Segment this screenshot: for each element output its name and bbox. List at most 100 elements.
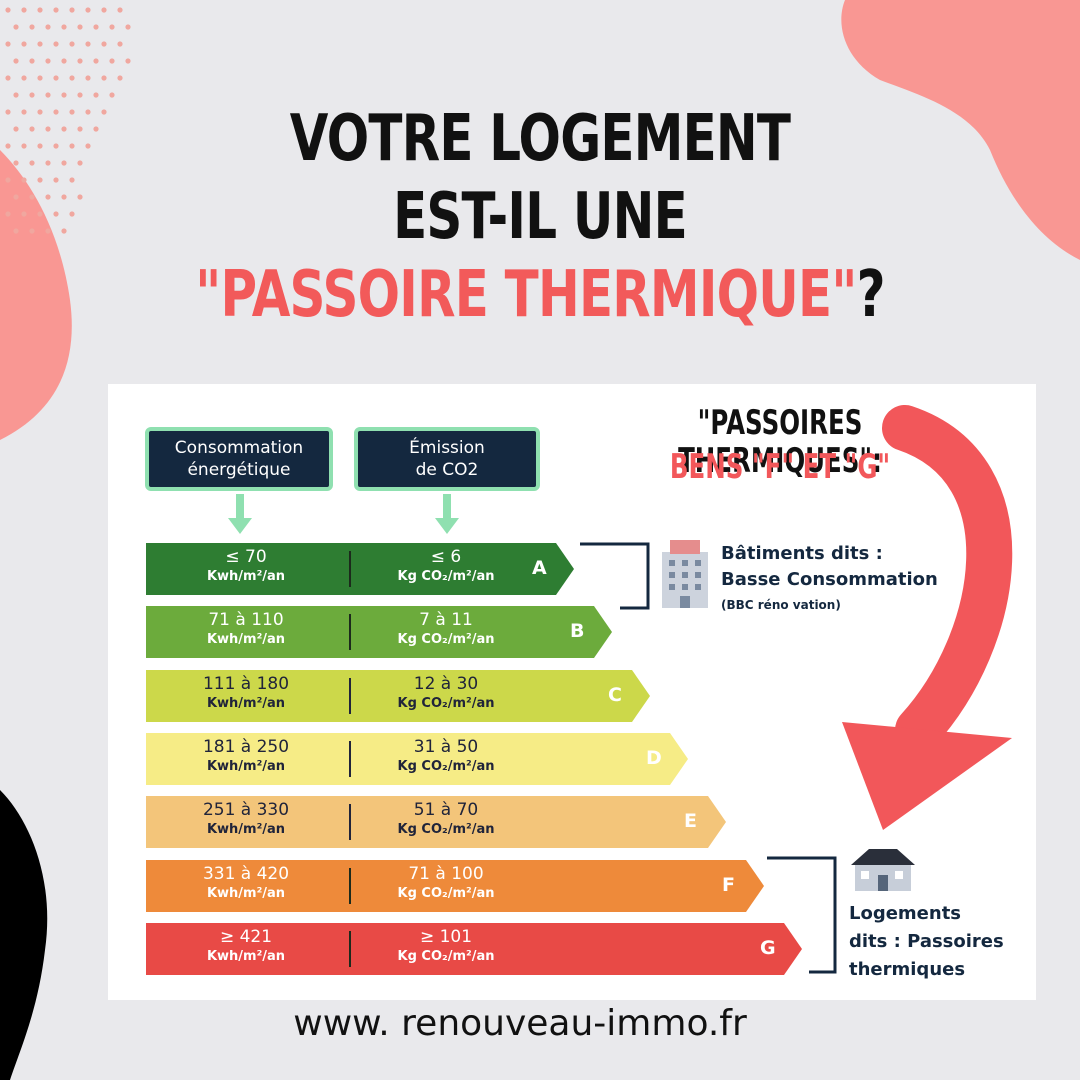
energy-class-bar-C: 111 à 180 Kwh/m²/an 12 à 30 Kg CO₂/m²/an C — [146, 670, 650, 722]
consumption-cell-C: 111 à 180 Kwh/m²/an — [146, 674, 346, 714]
energy-class-letter-A: A — [532, 557, 547, 579]
energy-class-fill-G — [146, 923, 802, 975]
energy-class-bar-B: 71 à 110 Kwh/m²/an 7 à 11 Kg CO₂/m²/an B — [146, 606, 612, 658]
column-separator-F — [349, 868, 351, 904]
emission-value-A: ≤ 6 — [430, 547, 462, 567]
headline-line-3: "PASSOIRE THERMIQUE"? — [119, 256, 961, 334]
emission-cell-G: ≥ 101 Kg CO₂/m²/an — [346, 927, 546, 967]
consumption-unit-D: Kwh/m²/an — [206, 759, 286, 774]
bbc-title: Bâtiments dits : Basse Consommation — [721, 541, 938, 593]
consumption-unit-G: Kwh/m²/an — [206, 949, 286, 964]
energy-class-letter-B: B — [570, 620, 585, 642]
consumption-cell-G: ≥ 421 Kwh/m²/an — [146, 927, 346, 967]
headline-accent: "PASSOIRE THERMIQUE" — [195, 258, 857, 332]
column-separator-E — [349, 804, 351, 840]
website-url: www. renouveau-immo.fr — [293, 1003, 747, 1044]
energy-class-fill-B — [146, 606, 612, 658]
energy-class-bar-F: 331 à 420 Kwh/m²/an 71 à 100 Kg CO₂/m²/an F — [146, 860, 764, 912]
consumption-value-G: ≥ 421 — [219, 927, 273, 947]
house-icon — [851, 849, 915, 891]
energy-class-shape-D — [146, 733, 688, 785]
column-separator-A — [349, 551, 351, 587]
note-line-2: BENS "F" ET "G" — [669, 447, 891, 487]
energy-class-letter-E: E — [684, 810, 697, 832]
note-line-1: "PASSOIRES THERMIQUES": — [678, 403, 882, 481]
emission-unit-G: Kg CO₂/m²/an — [397, 949, 495, 964]
consumption-value-B: 71 à 110 — [208, 610, 284, 630]
energy-class-fill-A — [146, 543, 574, 595]
emission-value-D: 31 à 50 — [413, 737, 479, 757]
consumption-unit-C: Kwh/m²/an — [206, 696, 286, 711]
energy-class-shape-F — [146, 860, 764, 912]
headline-question: ? — [856, 258, 886, 332]
passoires-line1: Logements — [849, 903, 962, 924]
column-separator-G — [349, 931, 351, 967]
dot-pattern — [5, 7, 131, 234]
consumption-unit-E: Kwh/m²/an — [206, 822, 286, 837]
emission-unit-D: Kg CO₂/m²/an — [397, 759, 495, 774]
energy-class-shape-B — [146, 606, 612, 658]
column-separator-D — [349, 741, 351, 777]
consumption-value-A: ≤ 70 — [225, 547, 267, 567]
column-separator-B — [349, 614, 351, 650]
passoires-line2: dits : Passoires — [849, 931, 1004, 952]
energy-class-shape-E — [146, 796, 726, 848]
consumption-value-D: 181 à 250 — [202, 737, 290, 757]
consumption-cell-E: 251 à 330 Kwh/m²/an — [146, 800, 346, 840]
consumption-header-line1: Consommation — [174, 438, 304, 458]
emission-unit-C: Kg CO₂/m²/an — [397, 696, 495, 711]
bbc-title-line2: Basse Consommation — [721, 569, 938, 590]
consumption-cell-A: ≤ 70 Kwh/m²/an — [146, 547, 346, 587]
consumption-header-line2: énergétique — [187, 460, 291, 480]
consumption-down-arrow-icon — [228, 494, 252, 534]
apartment-building-icon — [662, 540, 708, 608]
energy-class-letter-C: C — [608, 684, 622, 706]
headline-line-2: EST-IL UNE — [393, 180, 688, 254]
emission-value-G: ≥ 101 — [419, 927, 473, 947]
consumption-header: Consommation énergétique — [145, 427, 333, 491]
energy-class-letter-F: F — [722, 874, 735, 896]
passoires-line3: thermiques — [849, 959, 966, 980]
energy-class-bar-E: 251 à 330 Kwh/m²/an 51 à 70 Kg CO₂/m²/an E — [146, 796, 726, 848]
emission-cell-C: 12 à 30 Kg CO₂/m²/an — [346, 674, 546, 714]
energy-class-bar-A: ≤ 70 Kwh/m²/an ≤ 6 Kg CO₂/m²/an A — [146, 543, 574, 595]
emission-cell-E: 51 à 70 Kg CO₂/m²/an — [346, 800, 546, 840]
emission-cell-A: ≤ 6 Kg CO₂/m²/an — [346, 547, 546, 587]
consumption-unit-F: Kwh/m²/an — [206, 886, 286, 901]
bbc-title-line1: Bâtiments dits : — [721, 543, 883, 564]
energy-class-letter-D: D — [646, 747, 662, 769]
energy-class-bar-D: 181 à 250 Kwh/m²/an 31 à 50 Kg CO₂/m²/an D — [146, 733, 688, 785]
coral-blob-top-right — [841, 0, 1080, 260]
energy-class-shape-C — [146, 670, 650, 722]
emission-header: Émission de CO2 — [354, 427, 540, 491]
consumption-cell-B: 71 à 110 Kwh/m²/an — [146, 610, 346, 650]
energy-class-fill-F — [146, 860, 764, 912]
energy-class-fill-C — [146, 670, 650, 722]
emission-cell-B: 7 à 11 Kg CO₂/m²/an — [346, 610, 546, 650]
column-separator-C — [349, 678, 351, 714]
emission-unit-A: Kg CO₂/m²/an — [397, 569, 495, 584]
black-blob-bottom-left — [0, 790, 48, 1080]
emission-cell-D: 31 à 50 Kg CO₂/m²/an — [346, 737, 546, 777]
consumption-unit-A: Kwh/m²/an — [206, 569, 286, 584]
emission-unit-F: Kg CO₂/m²/an — [397, 886, 495, 901]
emission-header-line1: Émission — [409, 438, 485, 458]
energy-class-letter-G: G — [760, 937, 776, 959]
consumption-unit-B: Kwh/m²/an — [206, 632, 286, 647]
energy-class-shape-G — [146, 923, 802, 975]
energy-class-bar-G: ≥ 421 Kwh/m²/an ≥ 101 Kg CO₂/m²/an G — [146, 923, 802, 975]
emission-value-E: 51 à 70 — [413, 800, 479, 820]
bbc-subtitle: (BBC réno vation) — [721, 598, 841, 612]
emission-value-B: 7 à 11 — [419, 610, 473, 630]
emission-value-C: 12 à 30 — [413, 674, 479, 694]
passoires-bracket — [767, 856, 837, 974]
consumption-value-C: 111 à 180 — [202, 674, 290, 694]
emission-cell-F: 71 à 100 Kg CO₂/m²/an — [346, 864, 546, 904]
energy-class-fill-E — [146, 796, 726, 848]
consumption-value-F: 331 à 420 — [202, 864, 290, 884]
bbc-bracket — [580, 542, 650, 610]
emission-down-arrow-icon — [435, 494, 459, 534]
consumption-value-E: 251 à 330 — [202, 800, 290, 820]
emission-unit-E: Kg CO₂/m²/an — [397, 822, 495, 837]
